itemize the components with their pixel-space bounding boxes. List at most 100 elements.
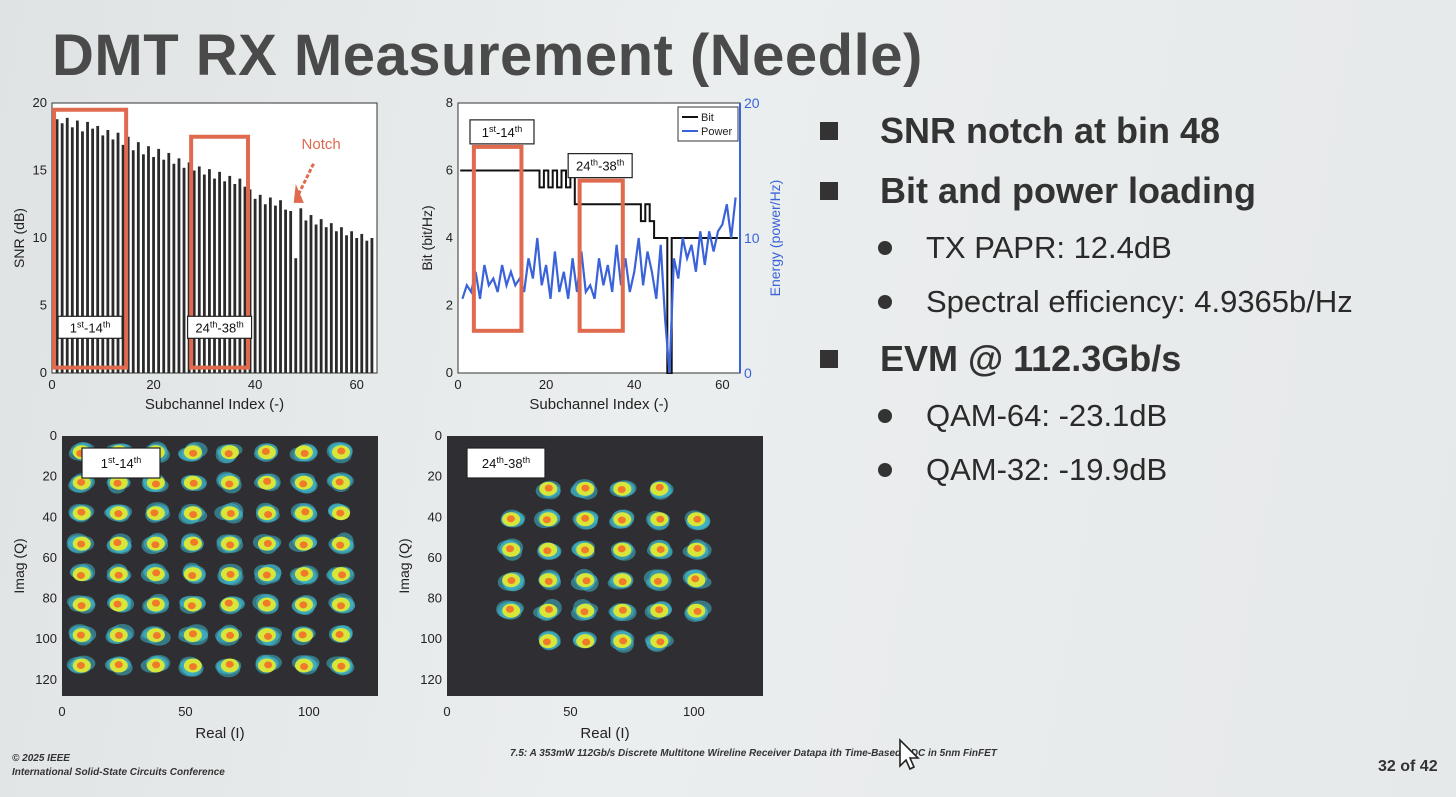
heat-core xyxy=(226,541,235,549)
constellation-point xyxy=(610,629,635,653)
heat-core xyxy=(506,515,515,523)
snr-bar xyxy=(177,158,181,373)
constellation-point xyxy=(649,480,674,500)
constellation-point xyxy=(326,656,355,676)
tick-label: 8 xyxy=(446,95,453,110)
tick-label: 60 xyxy=(43,550,57,565)
snr-bar xyxy=(167,152,171,373)
footer-copyright: © 2025 IEEE International Solid-State Ci… xyxy=(12,752,225,780)
tick-label: 40 xyxy=(627,377,641,392)
constellation-point xyxy=(570,568,599,592)
snr-bar xyxy=(289,211,293,373)
snr-bar xyxy=(355,238,359,373)
heat-core xyxy=(114,631,123,639)
heat-core xyxy=(77,540,86,548)
heat-core xyxy=(655,606,664,614)
tick-label: 4 xyxy=(446,230,453,245)
snr-bar xyxy=(55,119,59,373)
heat-core xyxy=(580,608,589,616)
heat-core xyxy=(190,538,199,546)
tick-label: 20 xyxy=(539,377,553,392)
heat-core xyxy=(337,447,346,455)
snr-bar-chart: 1st-14th 24th-38th Notch 0 20 40 60 0 5 10 15 20 Sub… xyxy=(11,95,378,413)
constellation-point xyxy=(142,593,170,615)
heat-core xyxy=(263,477,272,485)
label-box xyxy=(466,447,546,479)
tick-label: 40 xyxy=(43,509,57,524)
tick-label: 40 xyxy=(428,509,442,524)
notch-annotation: Notch xyxy=(302,136,341,153)
constellation-point xyxy=(217,563,244,586)
constellation-point xyxy=(255,502,280,523)
snr-bar xyxy=(162,159,166,373)
constellation-point xyxy=(140,626,171,646)
snr-bar xyxy=(172,163,176,373)
constellation-point xyxy=(608,509,635,529)
snr-bar xyxy=(152,157,155,373)
footer-paper-title: 7.5: A 353mW 112Gb/s Discrete Multitone … xyxy=(510,748,997,759)
tick-label: 0 xyxy=(744,365,752,381)
constellation-point xyxy=(644,631,674,652)
constellation-point xyxy=(177,441,208,462)
heat-core xyxy=(336,509,345,517)
square-bullet-icon xyxy=(820,122,838,140)
constellation-point xyxy=(643,569,672,592)
snr-bar xyxy=(243,186,247,373)
constellation-point xyxy=(571,540,595,560)
snr-bar xyxy=(131,150,135,373)
heat-core xyxy=(152,569,161,577)
snr-bar xyxy=(324,227,328,373)
constellation-point xyxy=(607,571,634,590)
snr-bar xyxy=(334,231,338,373)
constellation-point xyxy=(180,474,208,492)
label-box-text: 24th-38th xyxy=(195,319,243,335)
heat-core xyxy=(693,607,702,615)
tick-label: 0 xyxy=(50,428,57,443)
label-box xyxy=(81,447,161,479)
snr-bar xyxy=(314,224,318,373)
tick-label: 15 xyxy=(33,163,47,178)
conference-text: International Solid-State Circuits Confe… xyxy=(12,767,225,778)
constellation-point xyxy=(326,441,353,464)
constellation-point xyxy=(570,479,598,500)
tick-label: 100 xyxy=(298,704,320,719)
heat-core xyxy=(335,478,344,486)
snr-bar xyxy=(284,209,287,373)
label-box-text: 24th-38th xyxy=(482,455,530,471)
heat-core xyxy=(113,479,122,487)
heat-core xyxy=(507,577,516,585)
snr-bar xyxy=(263,204,267,373)
heat-core xyxy=(224,450,233,458)
bit-power-line-chart: 1st-14th 24th-38th Bit Power 0 20 40 60 0 2 4 6 8 0 10… xyxy=(419,95,783,413)
series-line-bit xyxy=(460,169,738,374)
tick-label: 40 xyxy=(248,377,262,392)
notch-arrowhead xyxy=(293,184,304,203)
heat-core xyxy=(77,602,86,610)
heat-core xyxy=(225,480,234,488)
snr-bar xyxy=(223,181,227,373)
constellation-point xyxy=(289,443,318,462)
mouse-pointer-icon xyxy=(899,738,920,771)
constellation-point xyxy=(290,502,318,523)
snr-bar xyxy=(65,117,69,373)
constellation-point xyxy=(104,656,133,676)
heat-core xyxy=(337,662,346,670)
heat-core xyxy=(301,508,310,516)
square-bullet-icon xyxy=(820,350,838,368)
label-box-text: 1st-14th xyxy=(101,455,142,471)
constellation-point xyxy=(216,471,242,494)
constellation-point xyxy=(255,626,283,647)
constellation-point xyxy=(327,503,351,521)
plot-area xyxy=(447,436,763,696)
heat-core xyxy=(300,569,309,577)
snr-bar xyxy=(274,205,277,373)
snr-bar xyxy=(126,136,130,373)
round-bullet-icon xyxy=(878,295,892,309)
heat-core xyxy=(617,545,626,553)
constellation-point xyxy=(289,565,319,586)
label-box xyxy=(57,315,123,339)
constellation-1st-14th: 1st-14th 0 50 100 0 20 40 60 80 100 120 Real (I) Ima… xyxy=(11,428,378,742)
constellation-point xyxy=(684,600,712,622)
heat-core xyxy=(582,577,591,585)
heat-core xyxy=(653,577,662,585)
